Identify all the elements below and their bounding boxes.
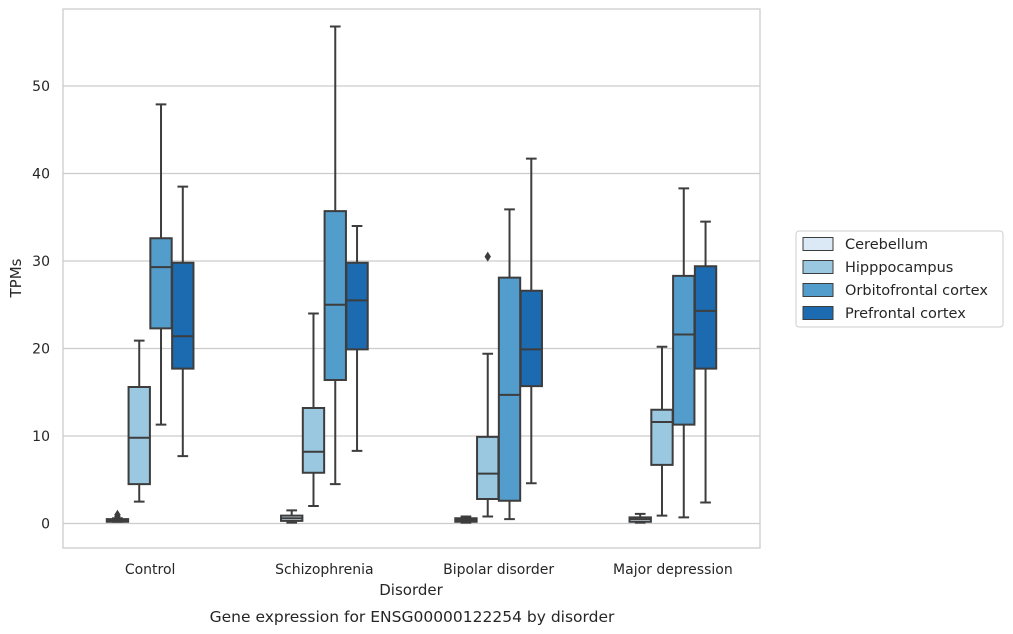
box-body xyxy=(171,261,195,370)
box-body xyxy=(476,435,500,500)
legend-swatch xyxy=(802,283,834,297)
outlier-point xyxy=(114,509,121,520)
box-3-3 xyxy=(693,220,718,504)
box-2-2 xyxy=(497,208,522,521)
box-body xyxy=(497,276,522,502)
legend-label: Hipppocampus xyxy=(845,260,953,276)
box-marks xyxy=(105,25,718,524)
legend-swatch xyxy=(802,237,834,251)
legend-frame xyxy=(795,230,1004,328)
y-tick-label: 10 xyxy=(32,429,50,445)
x-tick-label: Bipolar disorder xyxy=(443,562,554,578)
y-tick-label: 50 xyxy=(32,79,50,95)
legend-swatch xyxy=(802,306,834,320)
x-axis-label: Disorder xyxy=(379,581,443,599)
legend-label: Orbitofrontal cortex xyxy=(845,283,988,299)
box-3-1 xyxy=(345,225,369,452)
box-0-2 xyxy=(454,515,478,524)
x-tick-label: Major depression xyxy=(613,562,733,578)
legend-swatch xyxy=(802,260,834,274)
box-body xyxy=(672,274,696,426)
x-tick-label: Control xyxy=(125,562,176,578)
x-tick-labels: Control Schizophrenia Bipolar disorder Majo… xyxy=(125,562,733,578)
legend: Cerebellum Hipppocampus Orbitofrontal cort… xyxy=(795,230,1004,328)
box-body xyxy=(323,210,347,381)
box-body xyxy=(345,261,369,351)
box-0-0 xyxy=(105,509,130,523)
y-tick-label: 40 xyxy=(32,167,50,183)
box-1-3 xyxy=(650,345,674,517)
y-tick-labels: 0 10 20 30 40 50 xyxy=(32,79,50,533)
y-axis-label: TPMs xyxy=(7,258,25,298)
outlier-point xyxy=(484,251,491,262)
box-3-0 xyxy=(171,185,195,458)
plot-frame xyxy=(62,8,761,549)
box-body xyxy=(693,265,718,370)
box-0-3 xyxy=(628,512,652,524)
y-tick-label: 30 xyxy=(32,254,50,270)
x-tick-label: Schizophrenia xyxy=(275,562,373,578)
box-2-1 xyxy=(323,25,347,486)
box-2-3 xyxy=(672,187,696,519)
box-0-1 xyxy=(280,509,304,524)
legend-label: Prefrontal cortex xyxy=(845,306,966,322)
box-body xyxy=(519,289,543,388)
box-3-2 xyxy=(519,157,543,485)
box-body xyxy=(301,407,326,474)
y-tick-label: 0 xyxy=(41,517,50,533)
box-1-2 xyxy=(476,251,500,518)
legend-label: Cerebellum xyxy=(845,237,928,253)
chart-caption: Gene expression for ENSG00000122254 by d… xyxy=(210,608,615,626)
box-body xyxy=(650,408,674,466)
box-1-0 xyxy=(127,339,151,503)
y-tick-label: 20 xyxy=(32,342,50,358)
box-2-0 xyxy=(149,103,173,426)
box-body xyxy=(149,237,173,330)
box-body xyxy=(127,386,151,486)
box-1-1 xyxy=(301,312,326,507)
